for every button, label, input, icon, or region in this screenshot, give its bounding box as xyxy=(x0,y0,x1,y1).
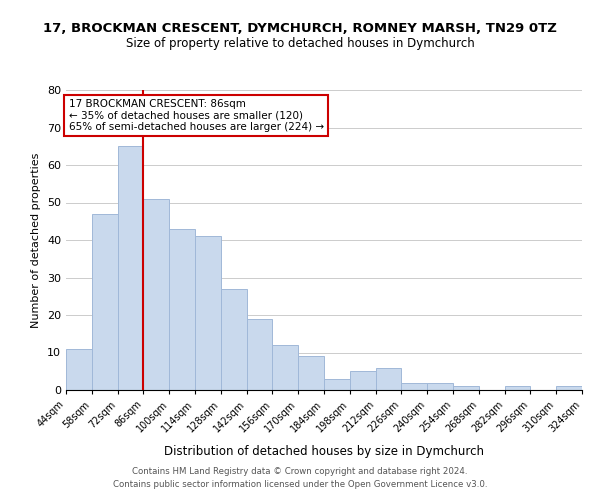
Bar xyxy=(66,349,92,390)
Text: 17, BROCKMAN CRESCENT, DYMCHURCH, ROMNEY MARSH, TN29 0TZ: 17, BROCKMAN CRESCENT, DYMCHURCH, ROMNEY… xyxy=(43,22,557,36)
X-axis label: Distribution of detached houses by size in Dymchurch: Distribution of detached houses by size … xyxy=(164,445,484,458)
Bar xyxy=(324,379,350,390)
Text: Contains public sector information licensed under the Open Government Licence v3: Contains public sector information licen… xyxy=(113,480,487,489)
Bar xyxy=(427,382,453,390)
Bar xyxy=(221,289,247,390)
Bar xyxy=(298,356,324,390)
Text: Size of property relative to detached houses in Dymchurch: Size of property relative to detached ho… xyxy=(125,38,475,51)
Text: Contains HM Land Registry data © Crown copyright and database right 2024.: Contains HM Land Registry data © Crown c… xyxy=(132,467,468,476)
Bar xyxy=(272,345,298,390)
Bar xyxy=(195,236,221,390)
Bar xyxy=(350,371,376,390)
Bar xyxy=(453,386,479,390)
Bar xyxy=(247,319,272,390)
Text: 17 BROCKMAN CRESCENT: 86sqm
← 35% of detached houses are smaller (120)
65% of se: 17 BROCKMAN CRESCENT: 86sqm ← 35% of det… xyxy=(68,99,324,132)
Bar xyxy=(169,229,195,390)
Bar xyxy=(401,382,427,390)
Bar xyxy=(556,386,582,390)
Bar xyxy=(118,146,143,390)
Bar xyxy=(505,386,530,390)
Bar xyxy=(376,368,401,390)
Bar xyxy=(143,198,169,390)
Y-axis label: Number of detached properties: Number of detached properties xyxy=(31,152,41,328)
Bar xyxy=(92,214,118,390)
